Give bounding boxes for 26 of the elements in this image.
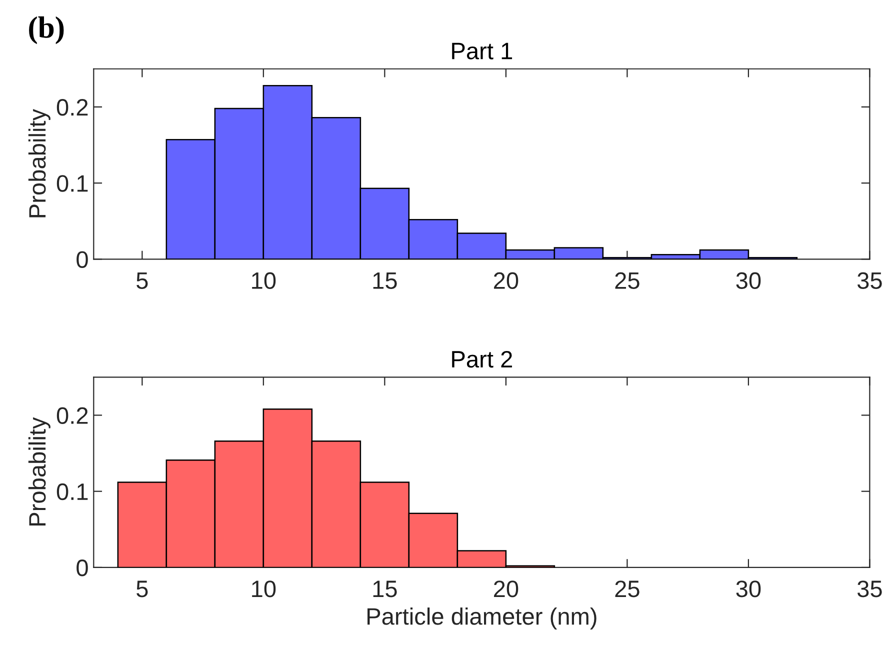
x-tick-label: 20	[494, 580, 518, 598]
x-tick-label: 15	[373, 272, 397, 290]
x-tick-label: 10	[252, 272, 276, 290]
y-tick-label: 0.2	[56, 99, 88, 116]
y-tick-label: 0	[76, 560, 88, 576]
x-tick-label: 10	[252, 580, 276, 598]
x-tick-label: 5	[136, 272, 148, 290]
x-tick-label: 25	[615, 580, 640, 598]
x-tick-label: 30	[736, 580, 761, 598]
chart-title: Part 2	[452, 350, 512, 368]
x-axis-title: Particle diameter (nm)	[368, 608, 596, 630]
x-tick-label: 25	[615, 272, 640, 290]
y-tick-label: 0.2	[56, 407, 88, 424]
chart-title: Part 1	[452, 42, 512, 60]
x-tick-label: 15	[373, 580, 397, 598]
x-tick-label: 35	[857, 580, 882, 598]
y-tick-label: 0.1	[56, 483, 88, 500]
y-tick-label: 0.1	[56, 175, 88, 192]
x-tick-label: 5	[136, 580, 148, 598]
x-tick-label: 20	[494, 272, 518, 290]
x-tick-label: 30	[736, 272, 761, 290]
y-tick-label: 0	[76, 251, 88, 268]
y-axis-title: Probability	[28, 417, 50, 526]
text: (b)	[29, 16, 64, 44]
x-tick-label: 35	[857, 272, 882, 290]
y-axis-title: Probability	[28, 108, 50, 218]
